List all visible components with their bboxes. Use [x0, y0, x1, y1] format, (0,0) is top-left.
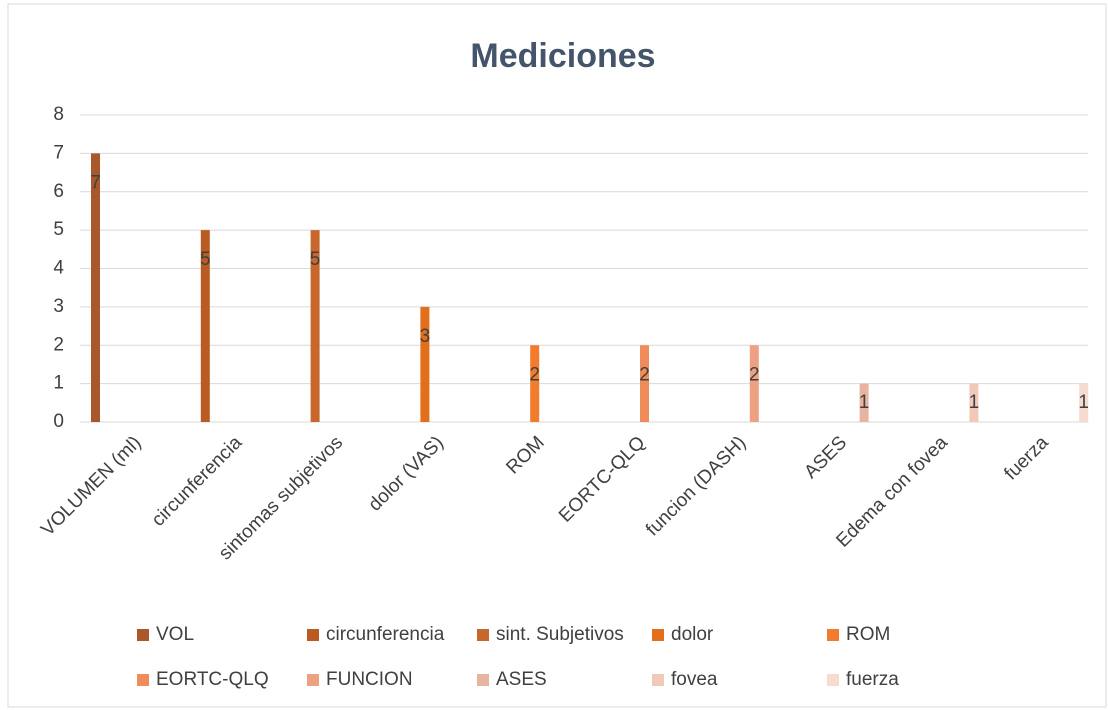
data-label: 7: [90, 172, 101, 193]
legend-label: FUNCION: [326, 669, 413, 690]
legend-label: EORTC-QLQ: [156, 669, 269, 690]
legend-label: ASES: [496, 669, 547, 690]
bar: [749, 345, 759, 422]
bar: [859, 383, 869, 422]
y-tick-label: 2: [53, 334, 64, 355]
legend-label: sint. Subjetivos: [496, 624, 624, 645]
legend-swatch: [137, 674, 149, 686]
bar: [530, 345, 540, 422]
bar: [91, 153, 100, 422]
legend-swatch: [477, 629, 489, 641]
y-tick-label: 5: [53, 219, 64, 240]
legend-swatch: [827, 629, 839, 641]
chart-border: [7, 3, 1107, 708]
legend-swatch: [137, 629, 149, 641]
data-label: 2: [529, 364, 540, 385]
data-label: 5: [200, 249, 211, 270]
data-label: 2: [749, 364, 760, 385]
data-label: 1: [969, 392, 980, 413]
y-tick-label: 8: [53, 104, 64, 125]
y-tick-label: 6: [53, 181, 64, 202]
legend-swatch: [477, 674, 489, 686]
legend-label: fovea: [671, 669, 718, 690]
bar: [640, 345, 649, 422]
bar: [969, 383, 979, 422]
data-label: 1: [1078, 392, 1089, 413]
y-tick-label: 1: [53, 373, 64, 394]
bar: [200, 230, 210, 422]
legend-swatch: [652, 629, 664, 641]
legend-label: dolor: [671, 624, 714, 645]
legend-label: ROM: [846, 624, 890, 645]
data-label: 5: [310, 249, 321, 270]
y-tick-label: 7: [53, 142, 64, 163]
bar: [1079, 383, 1089, 422]
legend-swatch: [307, 674, 319, 686]
legend-label: circunferencia: [326, 624, 445, 645]
legend-swatch: [652, 674, 664, 686]
bar: [420, 306, 430, 422]
data-label: 3: [420, 326, 431, 347]
y-tick-label: 0: [53, 411, 64, 432]
legend-label: VOL: [156, 624, 194, 645]
data-label: 1: [859, 392, 870, 413]
legend-swatch: [307, 629, 319, 641]
legend-label: fuerza: [846, 669, 899, 690]
y-tick-label: 3: [53, 296, 64, 317]
legend-swatch: [827, 674, 839, 686]
bar: [310, 230, 320, 422]
chart-title: Mediciones: [470, 37, 655, 75]
data-label: 2: [639, 364, 650, 385]
y-tick-label: 4: [53, 258, 64, 279]
